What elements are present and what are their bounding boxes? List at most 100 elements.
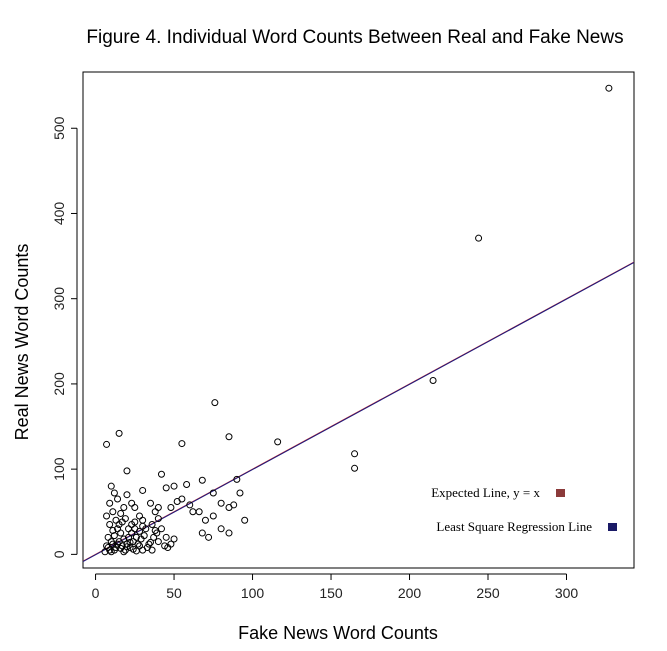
data-point: [201, 516, 209, 524]
data-point: [139, 522, 147, 530]
y-tick-label: 200: [51, 372, 67, 396]
legend-label: Expected Line, y = x: [431, 485, 540, 500]
x-tick-label: 300: [555, 585, 579, 601]
data-point: [107, 482, 115, 490]
y-axis: 0 100 200 300 400 500: [51, 116, 78, 558]
data-point: [241, 516, 249, 524]
y-tick-label: 100: [51, 457, 67, 481]
data-point: [189, 508, 197, 516]
data-point: [170, 535, 178, 543]
data-point: [132, 533, 140, 541]
data-point: [475, 234, 483, 242]
data-point: [139, 516, 147, 524]
data-point: [154, 503, 162, 511]
data-point: [134, 540, 142, 548]
data-point: [131, 503, 139, 511]
x-tick-label: 200: [398, 585, 422, 601]
legend-label: Least Square Regression Line: [436, 519, 592, 534]
data-point: [115, 429, 123, 437]
data-point: [351, 464, 359, 472]
data-point: [103, 512, 111, 520]
data-point: [112, 516, 120, 524]
data-point: [110, 546, 118, 554]
data-point: [123, 491, 131, 499]
x-axis: 0 50 100 150 200 250 300: [92, 573, 579, 601]
data-point: [106, 521, 114, 529]
data-point: [136, 527, 144, 535]
data-point: [110, 532, 118, 540]
data-point: [117, 529, 125, 537]
plot-area-border: [82, 71, 635, 569]
data-point: [170, 482, 178, 490]
data-point: [236, 489, 244, 497]
data-point: [126, 538, 134, 546]
data-point: [429, 377, 437, 385]
data-point: [147, 538, 155, 546]
data-point: [120, 548, 128, 556]
y-axis-title: Real News Word Counts: [12, 244, 32, 441]
data-point: [157, 470, 165, 478]
data-point: [103, 440, 111, 448]
data-point: [139, 486, 147, 494]
data-point: [121, 546, 129, 554]
data-point: [205, 533, 213, 541]
legend-swatch: [556, 489, 565, 497]
data-point: [225, 433, 233, 441]
data-point: [186, 501, 194, 509]
data-point: [178, 440, 186, 448]
data-point: [217, 499, 225, 507]
y-tick-label: 400: [51, 202, 67, 226]
data-point: [151, 508, 159, 516]
x-tick-label: 150: [319, 585, 343, 601]
data-point: [605, 84, 613, 92]
data-point: [209, 512, 217, 520]
data-point: [167, 540, 175, 548]
data-point: [132, 547, 140, 555]
x-tick-label: 50: [166, 585, 182, 601]
data-point: [209, 489, 217, 497]
data-point: [178, 495, 186, 503]
data-point: [150, 533, 158, 541]
y-tick-label: 300: [51, 287, 67, 311]
regression-line: [83, 262, 634, 563]
data-point: [109, 527, 117, 535]
data-point: [145, 540, 153, 548]
data-point: [274, 438, 282, 446]
data-point: [120, 503, 128, 511]
data-point: [211, 399, 219, 407]
data-point: [183, 480, 191, 488]
reference-lines: [83, 261, 634, 563]
data-point: [128, 499, 136, 507]
x-tick-label: 100: [241, 585, 265, 601]
x-tick-label: 0: [92, 585, 100, 601]
y-tick-label: 500: [51, 116, 67, 140]
data-point: [198, 476, 206, 484]
data-point: [131, 518, 139, 526]
data-point: [217, 525, 225, 533]
data-point: [125, 525, 133, 533]
data-point: [109, 508, 117, 516]
data-point: [167, 503, 175, 511]
data-point: [225, 529, 233, 537]
data-point: [114, 495, 122, 503]
data-point: [351, 450, 359, 458]
data-point: [233, 475, 241, 483]
data-point: [136, 512, 144, 520]
data-point: [162, 533, 170, 541]
chart-title: Figure 4. Individual Word Counts Between…: [86, 27, 623, 48]
data-point: [230, 501, 238, 509]
data-point: [121, 515, 129, 523]
legend-swatch: [608, 523, 617, 531]
x-axis-title: Fake News Word Counts: [238, 623, 438, 643]
x-tick-label: 250: [476, 585, 500, 601]
data-points: [101, 84, 613, 556]
data-point: [106, 499, 114, 507]
data-point: [148, 521, 156, 529]
data-point: [117, 509, 125, 517]
data-point: [110, 489, 118, 497]
data-point: [154, 515, 162, 523]
legend: Expected Line, y = x Least Square Regress…: [431, 485, 617, 534]
data-point: [151, 527, 159, 535]
data-point: [198, 529, 206, 537]
